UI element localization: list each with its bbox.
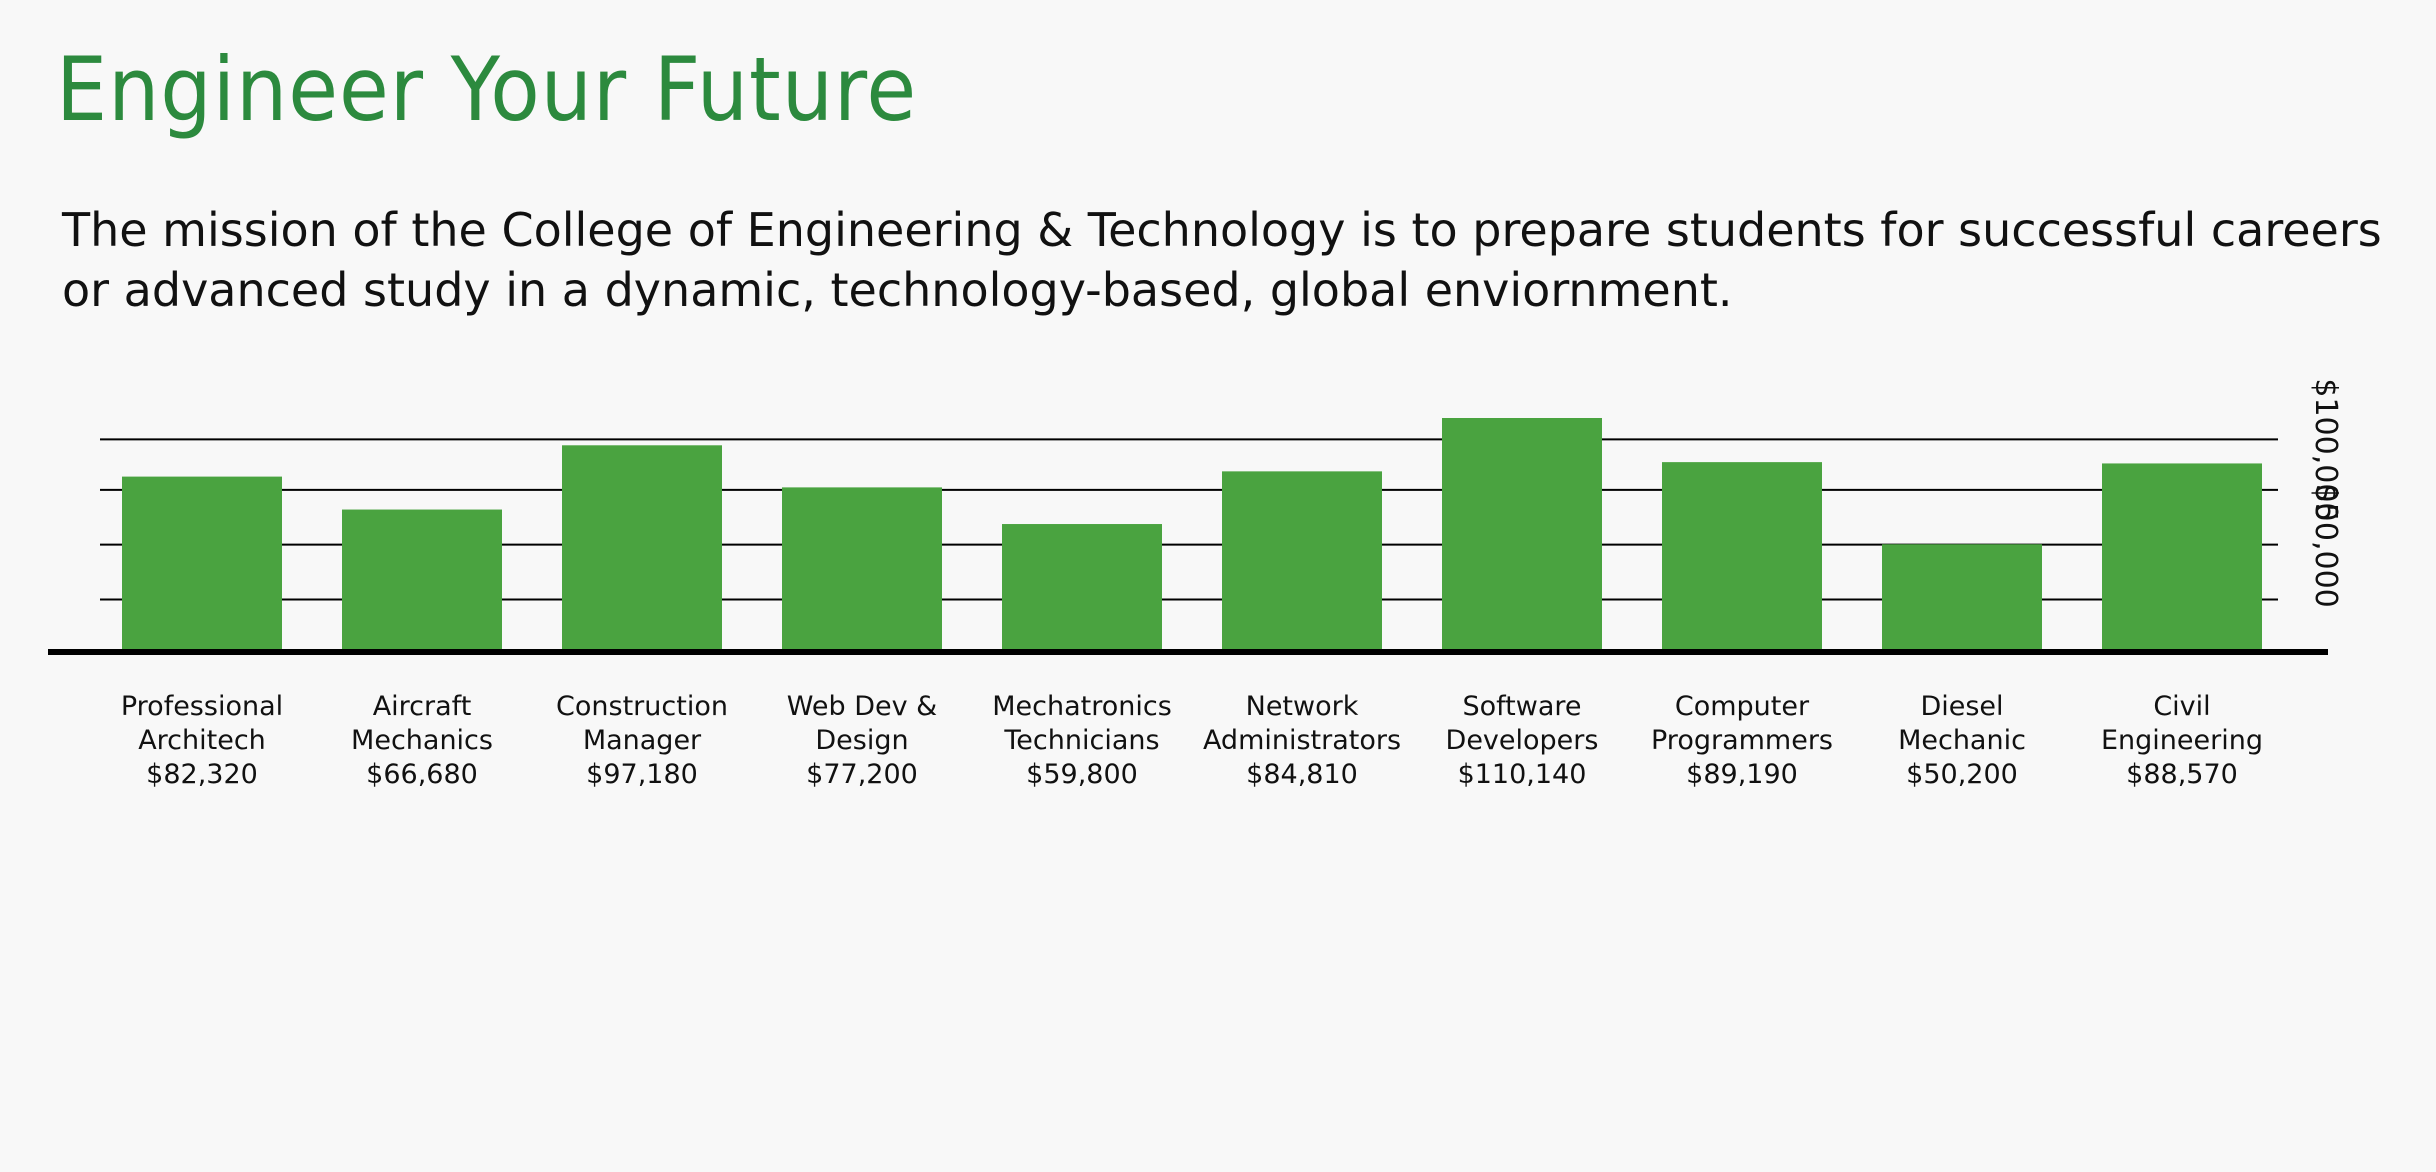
value-label-2: $97,180 (586, 759, 698, 790)
bar-4 (1002, 524, 1162, 650)
category-label-line1-5: Network (1246, 691, 1359, 722)
category-label-line1-9: Civil (2153, 691, 2210, 722)
category-label-line2-6: Developers (1446, 725, 1599, 756)
value-label-7: $89,190 (1686, 759, 1798, 790)
category-label-line2-9: Engineering (2101, 725, 2263, 756)
page-title: Engineer Your Future (56, 38, 918, 141)
category-label-line2-3: Design (815, 725, 908, 756)
bar-5 (1222, 471, 1382, 650)
value-label-3: $77,200 (806, 759, 918, 790)
category-label-line1-7: Computer (1675, 691, 1810, 722)
category-label-line2-4: Technicians (1003, 725, 1159, 756)
bar-1 (342, 509, 502, 650)
category-label-line1-4: Mechatronics (992, 691, 1172, 722)
axis-label-50000: $50,000 (2308, 484, 2343, 608)
bar-8 (1882, 544, 2042, 650)
category-label-line2-5: Administrators (1203, 725, 1401, 756)
category-label-line2-1: Mechanics (351, 725, 493, 756)
bar-6 (1442, 418, 1602, 650)
category-label-line1-6: Software (1462, 691, 1581, 722)
salary-bar-chart: $100,000$50,000 ProfessionalArchitech$82,… (48, 378, 2343, 790)
bar-0 (122, 476, 282, 650)
value-label-4: $59,800 (1026, 759, 1138, 790)
bar-9 (2102, 463, 2262, 650)
category-label-line2-7: Programmers (1651, 725, 1833, 756)
category-label-line1-1: Aircraft (373, 691, 472, 722)
value-label-6: $110,140 (1458, 759, 1587, 790)
category-label-line2-8: Mechanic (1898, 725, 2026, 756)
bar-2 (562, 445, 722, 650)
value-label-9: $88,570 (2126, 759, 2238, 790)
mission-statement: The mission of the College of Engineerin… (62, 203, 2382, 317)
bar-3 (782, 487, 942, 650)
category-label-line1-8: Diesel (1920, 691, 2003, 722)
category-label-line2-0: Architech (138, 725, 266, 756)
bar-7 (1662, 462, 1822, 650)
value-label-8: $50,200 (1906, 759, 2018, 790)
category-label-line1-0: Professional (121, 691, 283, 722)
category-label-line2-2: Manager (583, 725, 702, 756)
category-label-line1-2: Construction (556, 691, 728, 722)
category-label-line1-3: Web Dev & (787, 691, 937, 722)
value-label-1: $66,680 (366, 759, 478, 790)
axis-label-100000: $100,000 (2308, 378, 2343, 521)
value-label-0: $82,320 (146, 759, 258, 790)
value-label-5: $84,810 (1246, 759, 1358, 790)
